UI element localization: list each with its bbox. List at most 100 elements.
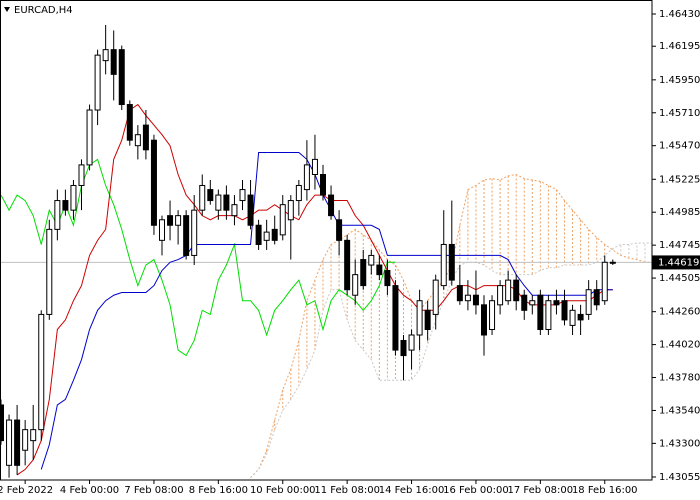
candle-body [529,300,536,306]
candle-body [38,313,45,431]
candle-body [384,270,391,287]
candle-body [601,261,608,302]
candle-body [553,300,560,306]
y-tick-label: 1.43300 [659,438,700,449]
symbol-menu-arrow[interactable] [4,7,10,12]
candle-body [215,194,222,211]
candle-body [392,285,399,351]
x-tick-label: 17 Feb 08:00 [508,485,574,496]
candle-body [545,300,552,331]
candle-body [191,209,198,256]
candle-body [577,313,584,321]
candle-body [360,259,367,287]
y-tick-label: 1.44020 [659,340,700,351]
candle-body [78,164,85,186]
candle-body [70,184,77,211]
candle-body [311,158,318,175]
candle-body [247,194,254,226]
candle-body [472,294,479,306]
candle-body [569,309,576,326]
plot-border [0,0,653,481]
candle-body [376,264,383,276]
candle-body [513,279,520,302]
candle-body [118,49,125,106]
candle-body [62,200,69,211]
candle-body [368,254,375,266]
candle-body [593,289,600,306]
y-tick-label: 1.44745 [659,240,700,251]
y-tick-label: 1.46195 [659,41,700,52]
candle-body [46,228,53,315]
candle-body [505,279,512,302]
candle-body [207,189,214,202]
candle-body [30,429,37,442]
candle-body [609,261,616,264]
candle-body [521,294,528,311]
candle-body [86,109,93,166]
candle-body [336,219,343,241]
y-tick-label: 1.45470 [659,141,700,152]
candle-body [54,200,61,230]
candle-body [239,189,246,202]
candle-body [328,194,335,217]
x-tick-label: 4 Feb 00:00 [60,485,119,496]
candle-body [303,164,310,191]
x-tick-label: 16 Feb 00:00 [443,485,509,496]
candle-body [22,429,29,451]
x-tick-label: 7 Feb 08:00 [124,485,183,496]
x-tick-label: 8 Feb 16:00 [189,485,248,496]
plot-area [0,24,652,479]
y-tick-label: 1.44505 [659,273,700,284]
y-tick-label: 1.44260 [659,307,700,318]
cloud-span-a [250,173,652,479]
candle-body [489,300,496,331]
candle-body [287,200,294,221]
candle-body [537,294,544,331]
candle-body [199,184,206,211]
x-tick-label: 10 Feb 00:00 [250,485,316,496]
candle-body [271,228,278,241]
candle-body [481,304,487,336]
current-price-label: 1.44619 [658,257,699,268]
x-tick-label: 11 Feb 08:00 [314,485,380,496]
candle-body [134,134,141,147]
x-tick-label: 18 Feb 16:00 [572,485,638,496]
candle-body [231,204,238,217]
candle-body [102,49,109,62]
candle-body [295,184,302,202]
candle-body [408,334,415,351]
candle-body [183,215,190,256]
x-tick-label: 2 Feb 2022 [0,485,53,496]
candle-body [344,239,351,291]
candle-body [223,194,230,211]
y-tick-label: 1.43780 [659,373,700,384]
candle-body [175,215,182,226]
x-tick-label: 14 Feb 16:00 [379,485,445,496]
y-tick-label: 1.46430 [659,9,700,20]
candle-body [440,243,447,287]
candle-body [448,243,455,281]
candle-body [585,289,592,315]
y-tick-label: 1.45225 [659,174,700,185]
candle-body [561,300,568,321]
candle-body [142,124,149,151]
candle-body [279,204,286,236]
candle-body [167,215,174,226]
candle-body [263,231,270,241]
candle-body [320,173,326,196]
candle-body [255,224,262,245]
y-tick-label: 1.44985 [659,207,700,218]
y-tick-label: 1.43055 [659,472,700,483]
candle-body [456,285,463,302]
chart-title: EURCAD,H4 [14,5,73,16]
y-tick-label: 1.45950 [659,75,700,86]
y-tick-label: 1.45710 [659,108,700,119]
candle-body [352,274,359,296]
candle-body [464,294,471,302]
candle-body [126,104,133,141]
candle-body [150,139,157,226]
y-tick-label: 1.43540 [659,405,700,416]
candle-body [416,300,423,336]
